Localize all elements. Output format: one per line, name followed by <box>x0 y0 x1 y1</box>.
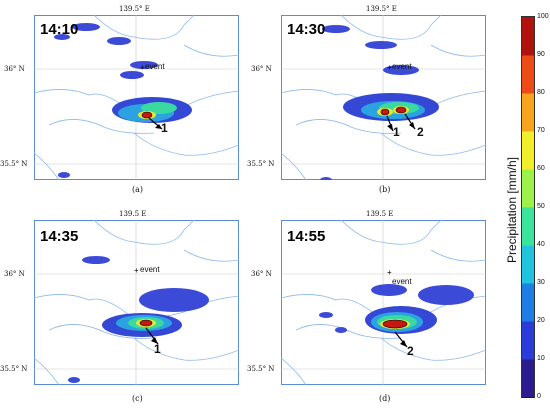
cell-label-2: 2 <box>407 344 414 358</box>
colorbar-segment <box>522 359 534 398</box>
map-a-svg: + <box>34 15 239 180</box>
rain-cells <box>319 284 474 334</box>
colorbar-segment <box>522 245 534 284</box>
colorbar-frame <box>521 16 535 398</box>
arrow-head <box>387 124 393 131</box>
arrow-head <box>400 340 407 347</box>
colorbar-title: Precipitation [mm/h] <box>505 156 519 264</box>
caption: (d) <box>379 394 391 403</box>
rain-cell <box>371 284 407 296</box>
rain-cell <box>107 37 131 45</box>
rain-core <box>141 111 153 119</box>
arrow-head <box>409 122 415 129</box>
time-label: 14:55 <box>287 228 326 245</box>
caption: (c) <box>132 394 143 403</box>
colorbar-tick-label: 60 <box>537 165 545 172</box>
rain-cell <box>383 65 419 75</box>
colorbar-segment <box>522 55 534 94</box>
colorbar-segment <box>522 93 534 132</box>
event-marker: + <box>387 268 392 277</box>
lon-label: 139.5 E <box>119 210 147 218</box>
rain-cell <box>130 61 158 69</box>
rain-cell <box>319 312 333 318</box>
rain-core <box>395 106 407 114</box>
colorbar-tick-label: 90 <box>537 51 545 58</box>
event-label: event <box>392 62 412 71</box>
colorbar-tick-label: 0 <box>537 393 541 400</box>
colorbar-gradient <box>522 17 534 398</box>
arrow-head <box>155 124 162 129</box>
time-label: 14:10 <box>40 21 79 38</box>
rain-core <box>380 108 390 116</box>
lat-label-35-5: 35.5° N <box>0 160 28 168</box>
rain-cells <box>320 25 439 180</box>
event-label: event <box>392 277 412 286</box>
map-panel-c: + 139.5 E 36° N 35.5° N 14:35 event 1 (c… <box>0 210 239 403</box>
map-c-svg: + <box>34 220 239 385</box>
colorbar-tick-label: 50 <box>537 203 545 210</box>
colorbar-tick-label: 80 <box>537 89 545 96</box>
lat-label-35-5: 35.5° N <box>0 365 28 373</box>
event-label: event <box>140 265 160 274</box>
colorbar-tick-label: 100 <box>537 13 549 20</box>
map-panel-b: + 139.5° E 36° N 35.5° N 14:30 event 1 2… <box>247 5 486 194</box>
event-marker: + <box>140 63 145 72</box>
rain-cell <box>120 71 144 79</box>
rain-cell <box>54 34 70 40</box>
caption: (a) <box>132 185 144 194</box>
cell-label-1: 1 <box>161 121 168 135</box>
colorbar-segment <box>522 321 534 360</box>
colorbar-segment <box>522 207 534 246</box>
map-d-svg: + <box>281 220 486 385</box>
rain-cell <box>141 102 177 114</box>
rain-cell <box>320 177 332 180</box>
event-marker: + <box>134 266 139 275</box>
map-frame <box>34 15 239 180</box>
lat-label-35-5: 35.5° N <box>247 160 275 168</box>
rain-cell <box>139 288 209 312</box>
cell-label-2: 2 <box>417 125 424 139</box>
lon-label: 139.5° E <box>366 5 397 13</box>
cell-label-1: 1 <box>154 342 161 356</box>
event-marker: + <box>387 63 392 72</box>
rain-cell <box>58 172 70 178</box>
arrow-head <box>151 337 158 344</box>
rain-cells <box>68 256 209 383</box>
colorbar-segment <box>522 131 534 170</box>
lat-label-36: 36° N <box>4 270 25 278</box>
colorbar-tick-label: 70 <box>537 127 545 134</box>
colorbar-tick-label: 40 <box>537 241 545 248</box>
colorbar-tick-label: 10 <box>537 355 545 362</box>
rain-cell <box>335 327 347 333</box>
rain-cells <box>54 23 192 178</box>
lon-label: 139.5° E <box>119 5 150 13</box>
map-b-svg: + <box>281 15 486 180</box>
map-panel-d: + 139.5 E 36° N 35.5° N 14:55 event 2 (d… <box>247 210 486 403</box>
colorbar-segment <box>522 169 534 208</box>
rain-cell <box>418 285 474 305</box>
lat-label-36: 36° N <box>251 270 272 278</box>
colorbar-segment <box>522 283 534 322</box>
time-label: 14:35 <box>40 228 79 245</box>
lat-label-35-5: 35.5° N <box>247 365 275 373</box>
rain-core <box>382 319 408 329</box>
rain-cell <box>68 377 80 383</box>
map-panel-a: + 139.5° E 36° N 35.5° N 14:10 event 1 (… <box>0 5 239 194</box>
lat-label-36: 36° N <box>4 65 25 73</box>
cell-label-1: 1 <box>393 125 400 139</box>
colorbar-segment <box>522 17 534 56</box>
event-label: event <box>145 62 165 71</box>
rain-cell <box>322 25 350 33</box>
rain-cell <box>72 23 100 31</box>
lat-label-36: 36° N <box>251 65 272 73</box>
colorbar-tick-label: 30 <box>537 279 545 286</box>
rain-core <box>139 319 153 327</box>
time-label: 14:30 <box>287 21 326 38</box>
rain-cell <box>82 256 110 264</box>
colorbar-tick-label: 20 <box>537 317 545 324</box>
lon-label: 139.5 E <box>366 210 394 218</box>
caption: (b) <box>379 185 391 194</box>
rain-cell <box>365 41 397 49</box>
